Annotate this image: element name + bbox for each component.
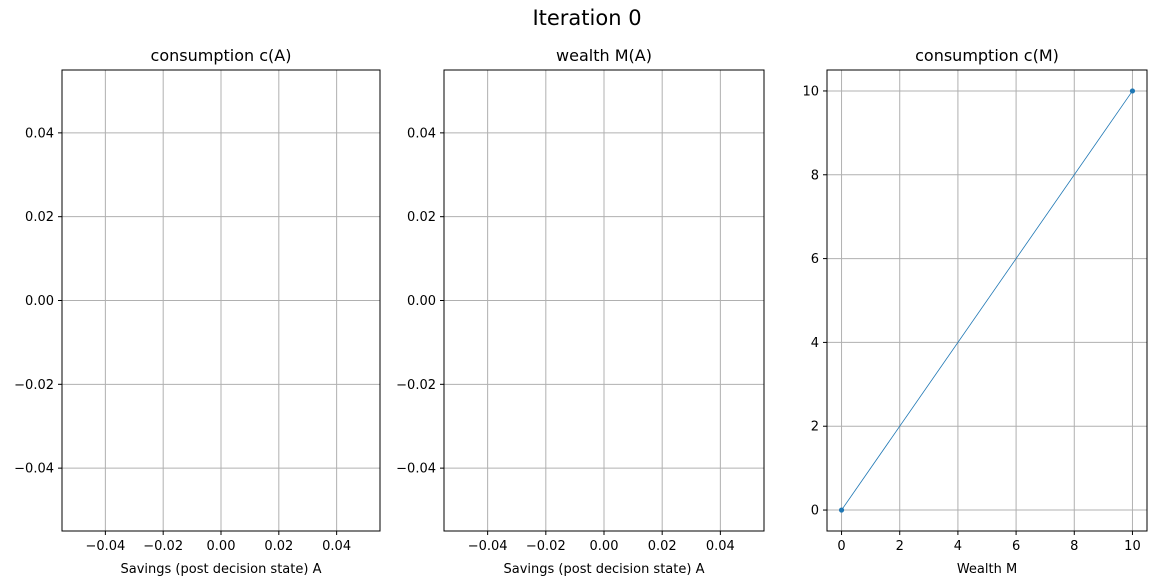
y-tick-label: −0.04: [14, 462, 54, 477]
x-tick-label: 0: [837, 539, 845, 554]
x-axis-label: Savings (post decision state) A: [504, 562, 705, 577]
x-tick-label: 0.04: [322, 539, 351, 554]
y-tick-label: 6: [811, 252, 819, 267]
y-tick-label: −0.02: [396, 378, 436, 393]
x-tick-label: −0.02: [143, 539, 183, 554]
x-tick-label: 0.02: [648, 539, 677, 554]
y-tick-label: 0.00: [407, 294, 436, 309]
x-tick-label: 0.00: [590, 539, 619, 554]
y-tick-label: 0.02: [407, 210, 436, 225]
y-tick-label: 4: [811, 336, 819, 351]
y-tick-label: −0.04: [396, 462, 436, 477]
panel-title: consumption c(A): [151, 46, 292, 65]
panel-2: −0.04 −0.02 0.00 0.02 0.04 0.04 0.02 0.00 −0.02 −…: [396, 46, 765, 577]
x-tick-label: 0.04: [706, 539, 735, 554]
y-tick-label: 0.00: [25, 294, 54, 309]
panel-title: wealth M(A): [556, 46, 652, 65]
y-tick-label: 0.04: [25, 126, 54, 141]
figure-title: Iteration 0: [532, 6, 641, 30]
x-tick-label: 8: [1070, 539, 1078, 554]
y-tick-label: 0.04: [407, 126, 436, 141]
x-axis-label: Wealth M: [957, 562, 1017, 577]
series-line: [841, 90, 1133, 511]
data-point: [838, 507, 845, 513]
axes-frame: [826, 69, 1148, 532]
x-tick-label: 0.00: [207, 539, 236, 554]
y-tick-label: 0.02: [25, 210, 54, 225]
x-tick-label: 0.02: [264, 539, 293, 554]
x-tick-label: 4: [954, 539, 962, 554]
x-tick-label: 2: [896, 539, 904, 554]
x-axis-label: Savings (post decision state) A: [121, 562, 322, 577]
y-tick-label: 8: [811, 168, 819, 183]
x-tick-label: −0.04: [85, 539, 125, 554]
x-tick-label: −0.04: [468, 539, 508, 554]
x-tick-label: 10: [1124, 539, 1141, 554]
x-tick-label: −0.02: [526, 539, 566, 554]
panel-3: 0 2 4 6 8 10 10 8 6 4 2 0 consumption c(M) Wealth M: [802, 46, 1148, 577]
x-tick-label: 6: [1012, 539, 1020, 554]
panel-1: −0.04 −0.02 0.00 0.02 0.04 0.04 0.02 0.00 −0.02 −…: [14, 46, 381, 577]
y-tick-label: 2: [811, 420, 819, 435]
panel-title: consumption c(M): [915, 46, 1059, 65]
y-tick-label: 0: [811, 504, 819, 519]
data-point: [1129, 88, 1136, 94]
y-tick-label: −0.02: [14, 378, 54, 393]
y-tick-label: 10: [802, 84, 819, 99]
